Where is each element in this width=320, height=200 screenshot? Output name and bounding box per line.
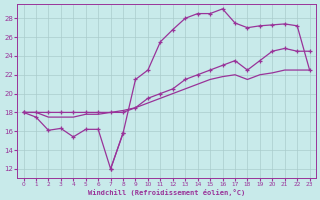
X-axis label: Windchill (Refroidissement éolien,°C): Windchill (Refroidissement éolien,°C) — [88, 189, 245, 196]
